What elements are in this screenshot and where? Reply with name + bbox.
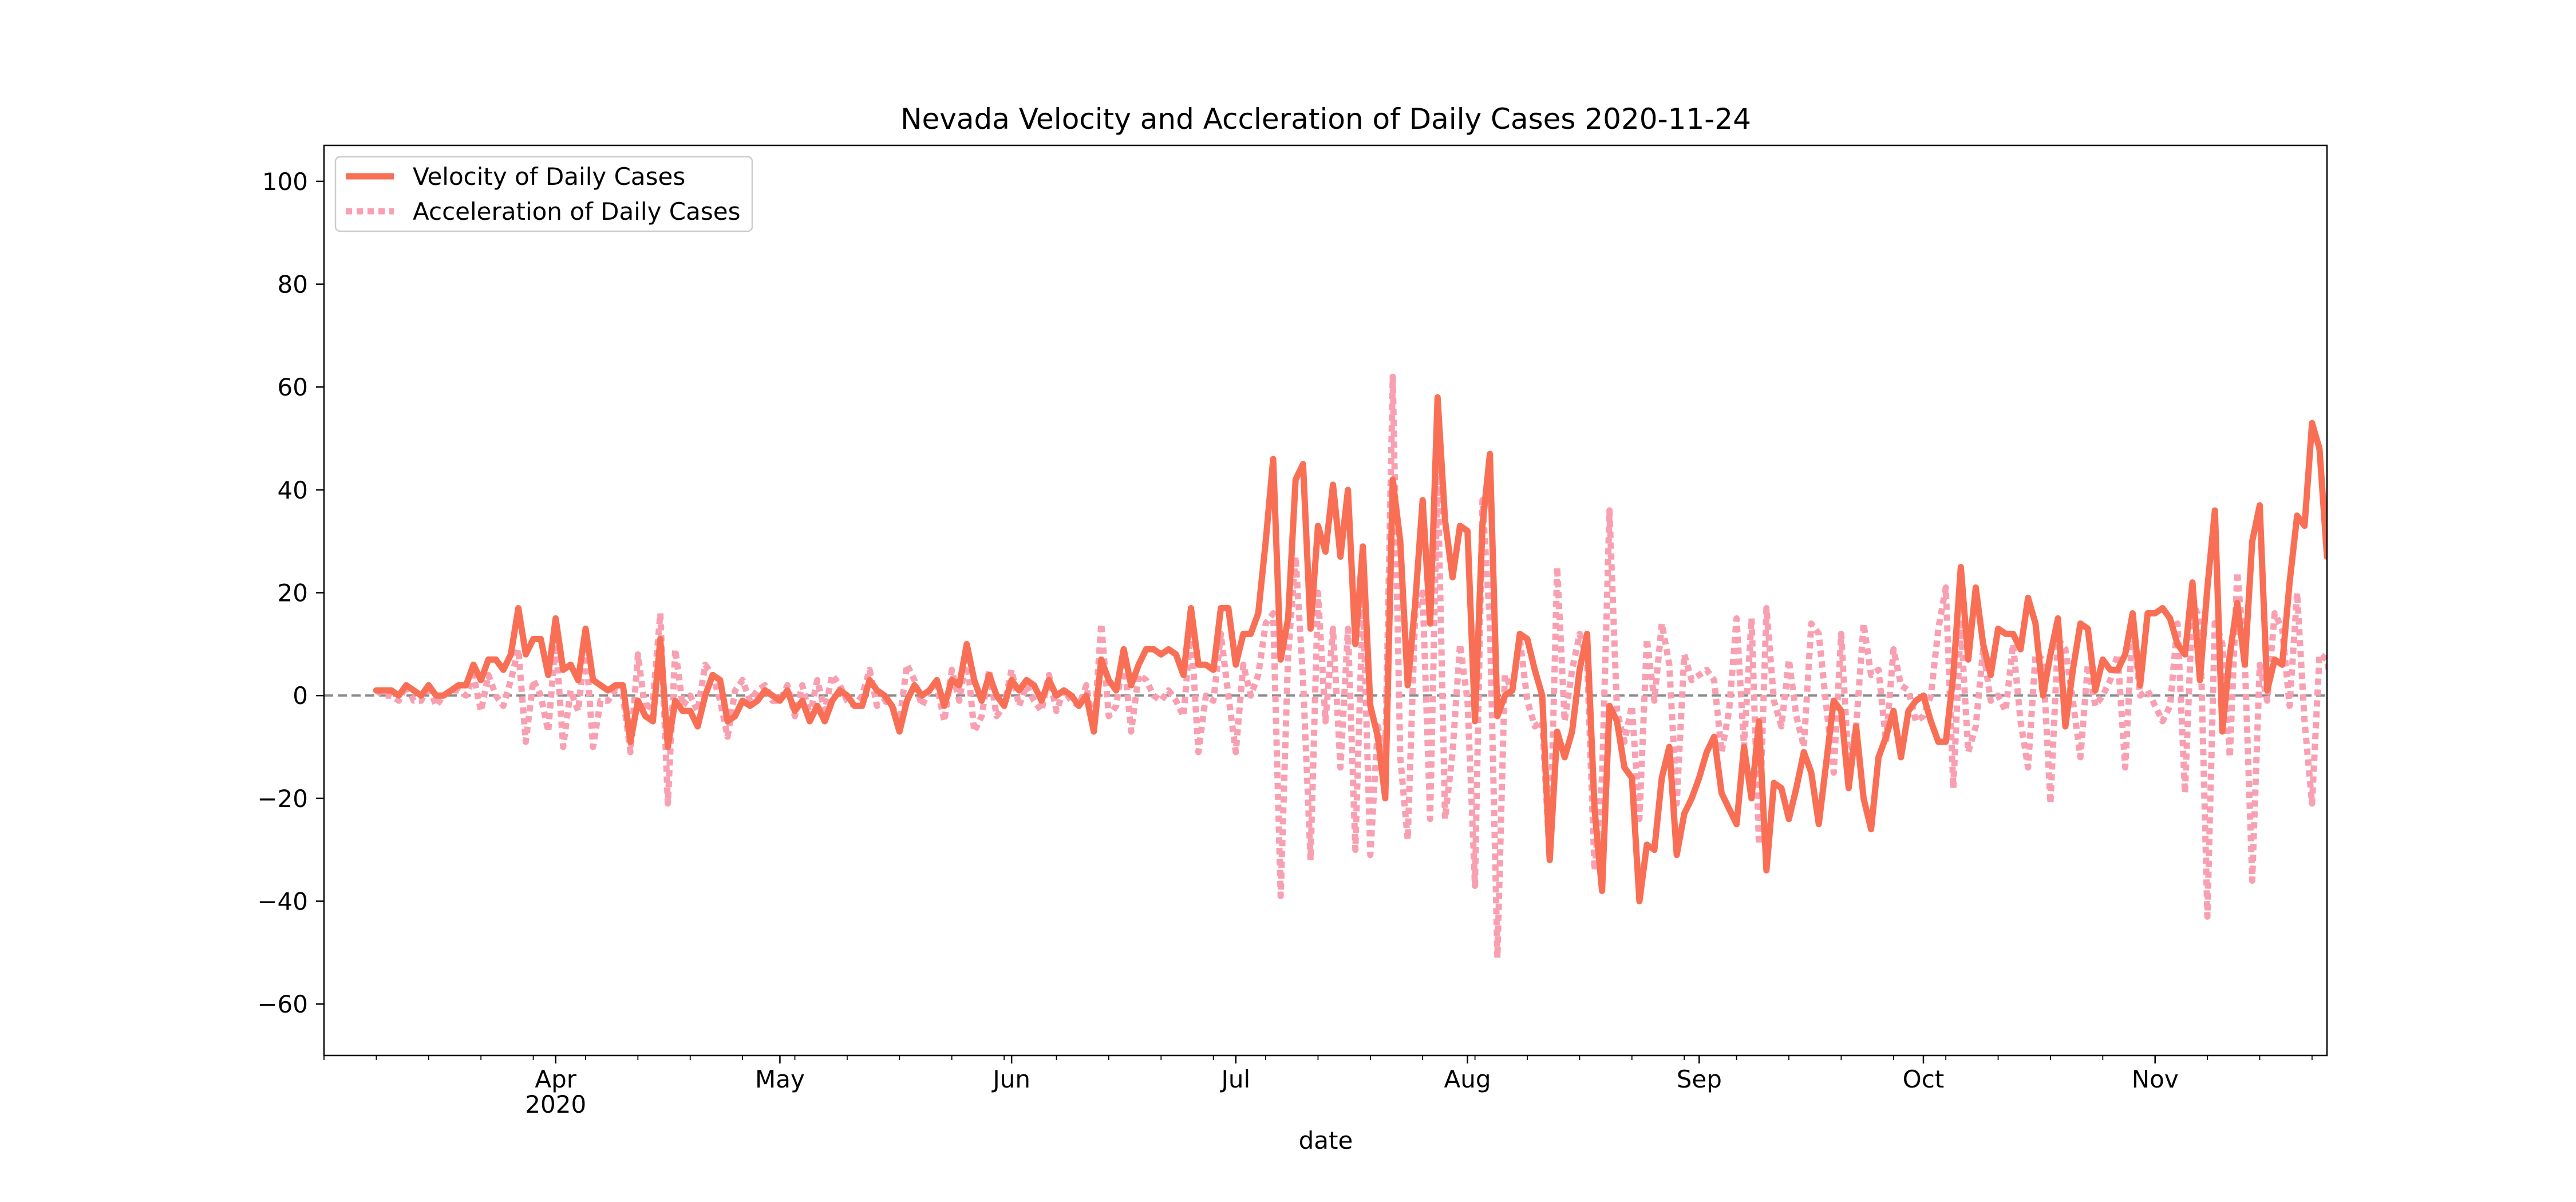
y-tick-label: 100 (262, 168, 308, 196)
x-tick-label: Aug (1444, 1065, 1491, 1093)
x-axis: Apr May Jun Jul Aug Sep Oct Nov (323, 1055, 2313, 1093)
x-tick-label: Nov (2132, 1065, 2179, 1093)
y-tick-label: 40 (278, 476, 308, 504)
legend-box (334, 156, 753, 232)
series-line-velocity-of-daily-cases (373, 394, 2327, 904)
plot-background (324, 145, 2327, 1055)
plot-area (323, 144, 2328, 1057)
x-axis-year-label: 2020 (525, 1090, 586, 1118)
y-tick-label: 0 (293, 682, 308, 710)
y-tick-label: 80 (278, 271, 308, 299)
legend-label-velocity-of-daily-cases: Velocity of Daily Cases (413, 163, 685, 191)
x-axis-label: date (1299, 1126, 1353, 1154)
x-tick-label: Oct (1903, 1065, 1945, 1093)
y-tick-label: −20 (257, 785, 308, 813)
x-tick-label: Jul (1219, 1065, 1250, 1093)
x-tick-label: Jun (991, 1065, 1030, 1093)
chart-title: Nevada Velocity and Accleration of Daily… (900, 102, 1751, 136)
y-tick-label: −40 (257, 888, 308, 916)
x-tick-label: Apr (535, 1065, 576, 1093)
legend-label-acceleration-of-daily-cases: Acceleration of Daily Cases (413, 197, 740, 226)
y-tick-label: −60 (257, 990, 308, 1018)
legend: Velocity of Daily Cases Acceleration of D… (334, 156, 753, 232)
x-tick-label: Sep (1677, 1065, 1722, 1093)
series-line-acceleration-of-daily-cases (374, 373, 2327, 961)
plot-frame (323, 144, 2328, 1057)
data-layer (324, 373, 2327, 961)
y-tick-label: 20 (278, 579, 308, 607)
y-tick-label: 60 (278, 373, 308, 401)
y-axis: 100 80 60 40 20 0 −20 −40 −60 (257, 168, 324, 1018)
x-tick-label: May (755, 1065, 805, 1093)
